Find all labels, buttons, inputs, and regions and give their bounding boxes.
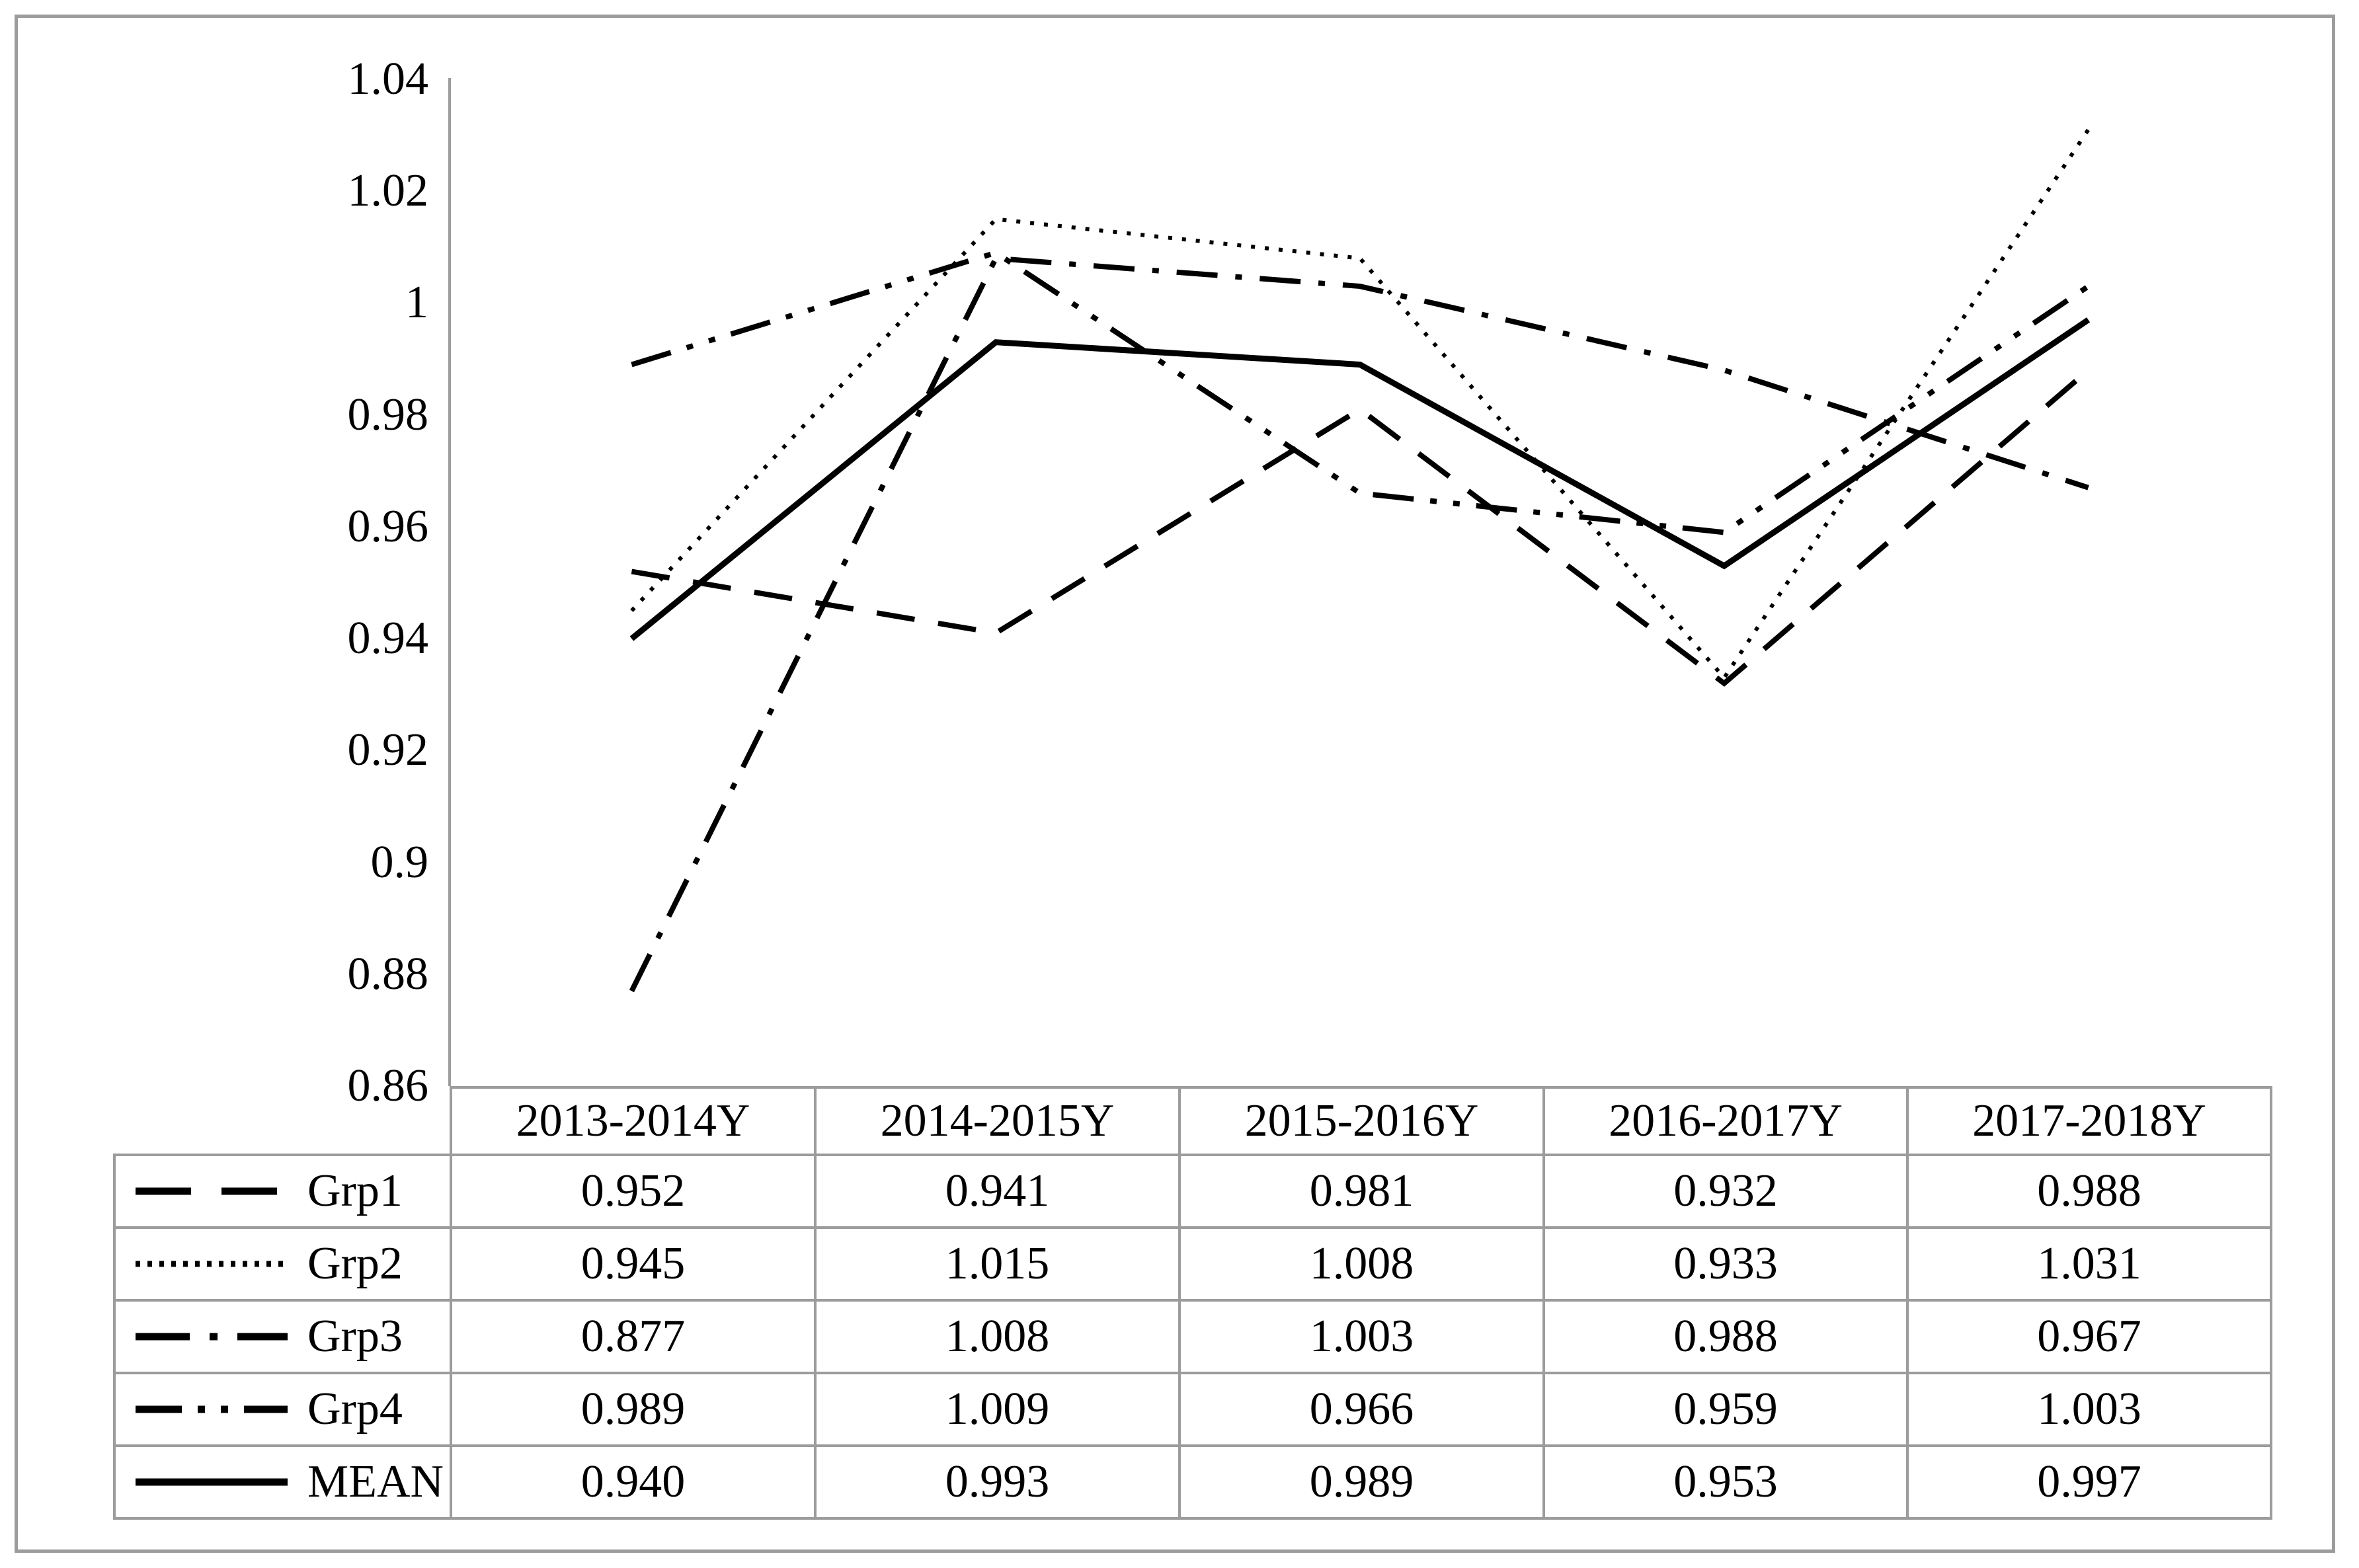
value-cell: 0.989 [1178,1444,1545,1520]
table-row-grp4: Grp4 0.989 1.009 0.966 0.959 1.003 [113,1372,2272,1447]
series-line-grp3 [629,255,2089,992]
value-cell: 0.967 [1906,1299,2272,1374]
data-table: 2013-2014Y 2014-2015Y 2015-2016Y 2016-20… [113,1086,2272,1520]
y-axis-tick-label: 0.98 [347,389,429,440]
value-cell: 0.952 [450,1154,817,1229]
value-cell: 1.003 [1178,1299,1545,1374]
column-header-2016-2017: 2016-2017Y [1542,1086,1909,1156]
value-cell: 0.988 [1542,1299,1909,1374]
value-cell: 1.031 [1906,1226,2272,1302]
legend-cell-grp2: Grp2 [113,1226,452,1302]
series-line-mean [629,317,2091,641]
value-cell: 0.966 [1178,1372,1545,1447]
legend-cell-grp1: Grp1 [113,1154,452,1229]
value-cell: 0.940 [450,1444,817,1520]
y-axis-tick-label: 0.96 [347,500,429,552]
value-cell: 1.015 [814,1226,1181,1302]
value-cell: 0.981 [1178,1154,1545,1229]
table-row-grp2: Grp2 0.945 1.015 1.008 0.933 1.031 [113,1226,2272,1302]
value-cell: 1.008 [814,1299,1181,1374]
legend-line-sample-dashdotdot [136,1405,288,1413]
series-line-grp4 [631,249,2090,535]
value-cell: 0.959 [1542,1372,1909,1447]
value-cell: 0.989 [450,1372,817,1447]
legend-line-sample-solid [136,1478,288,1486]
legend-line-sample-dot [136,1261,288,1267]
legend-cell-grp3: Grp3 [113,1299,452,1374]
y-axis-tick-label: 0.86 [347,1060,429,1111]
value-cell: 0.953 [1542,1444,1909,1520]
value-cell: 0.993 [814,1444,1181,1520]
column-header-2014-2015: 2014-2015Y [814,1086,1181,1156]
legend-label-grp4: Grp4 [307,1384,403,1434]
y-axis-tick-label: 0.88 [347,948,429,1000]
value-cell: 0.997 [1906,1444,2272,1520]
series-line-grp2 [630,128,2091,682]
value-cell: 1.009 [814,1372,1181,1447]
legend-label-grp3: Grp3 [307,1311,403,1362]
table-corner-cell [114,1087,451,1155]
value-cell: 0.877 [450,1299,817,1374]
y-axis-tick-label: 0.9 [370,836,429,888]
table-row-grp3: Grp3 0.877 1.008 1.003 0.988 0.967 [113,1299,2272,1374]
series-line-grp1 [631,368,2091,687]
value-cell: 0.945 [450,1226,817,1302]
series-lines-group [629,128,2091,992]
value-cell: 1.003 [1906,1372,2272,1447]
legend-cell-grp4: Grp4 [113,1372,452,1447]
legend-cell-mean: MEAN [113,1444,452,1520]
table-header-row: 2013-2014Y 2014-2015Y 2015-2016Y 2016-20… [114,1086,2272,1156]
legend-label-grp1: Grp1 [307,1165,403,1216]
legend-label-grp2: Grp2 [307,1238,403,1289]
legend-label-mean: MEAN [307,1456,444,1507]
column-header-2017-2018: 2017-2018Y [1906,1086,2272,1156]
value-cell: 0.941 [814,1154,1181,1229]
value-cell: 1.008 [1178,1226,1545,1302]
value-cell: 0.988 [1906,1154,2272,1229]
y-axis-tick-label: 1.02 [347,165,429,217]
y-axis-tick-label: 1.04 [347,54,429,104]
y-axis-tick-label: 0.92 [347,725,429,776]
column-header-2013-2014: 2013-2014Y [450,1086,817,1156]
y-axis-tick-label: 1 [405,277,428,329]
y-axis-tick-label: 0.94 [347,613,429,664]
legend-line-sample-dash [136,1187,288,1195]
legend-line-sample-dashdot [136,1333,288,1341]
value-cell: 0.933 [1542,1226,1909,1302]
table-row-mean: MEAN 0.940 0.993 0.989 0.953 0.997 [113,1444,2272,1520]
value-cell: 0.932 [1542,1154,1909,1229]
table-row-grp1: Grp1 0.952 0.941 0.981 0.932 0.988 [113,1154,2272,1229]
column-header-2015-2016: 2015-2016Y [1178,1086,1545,1156]
